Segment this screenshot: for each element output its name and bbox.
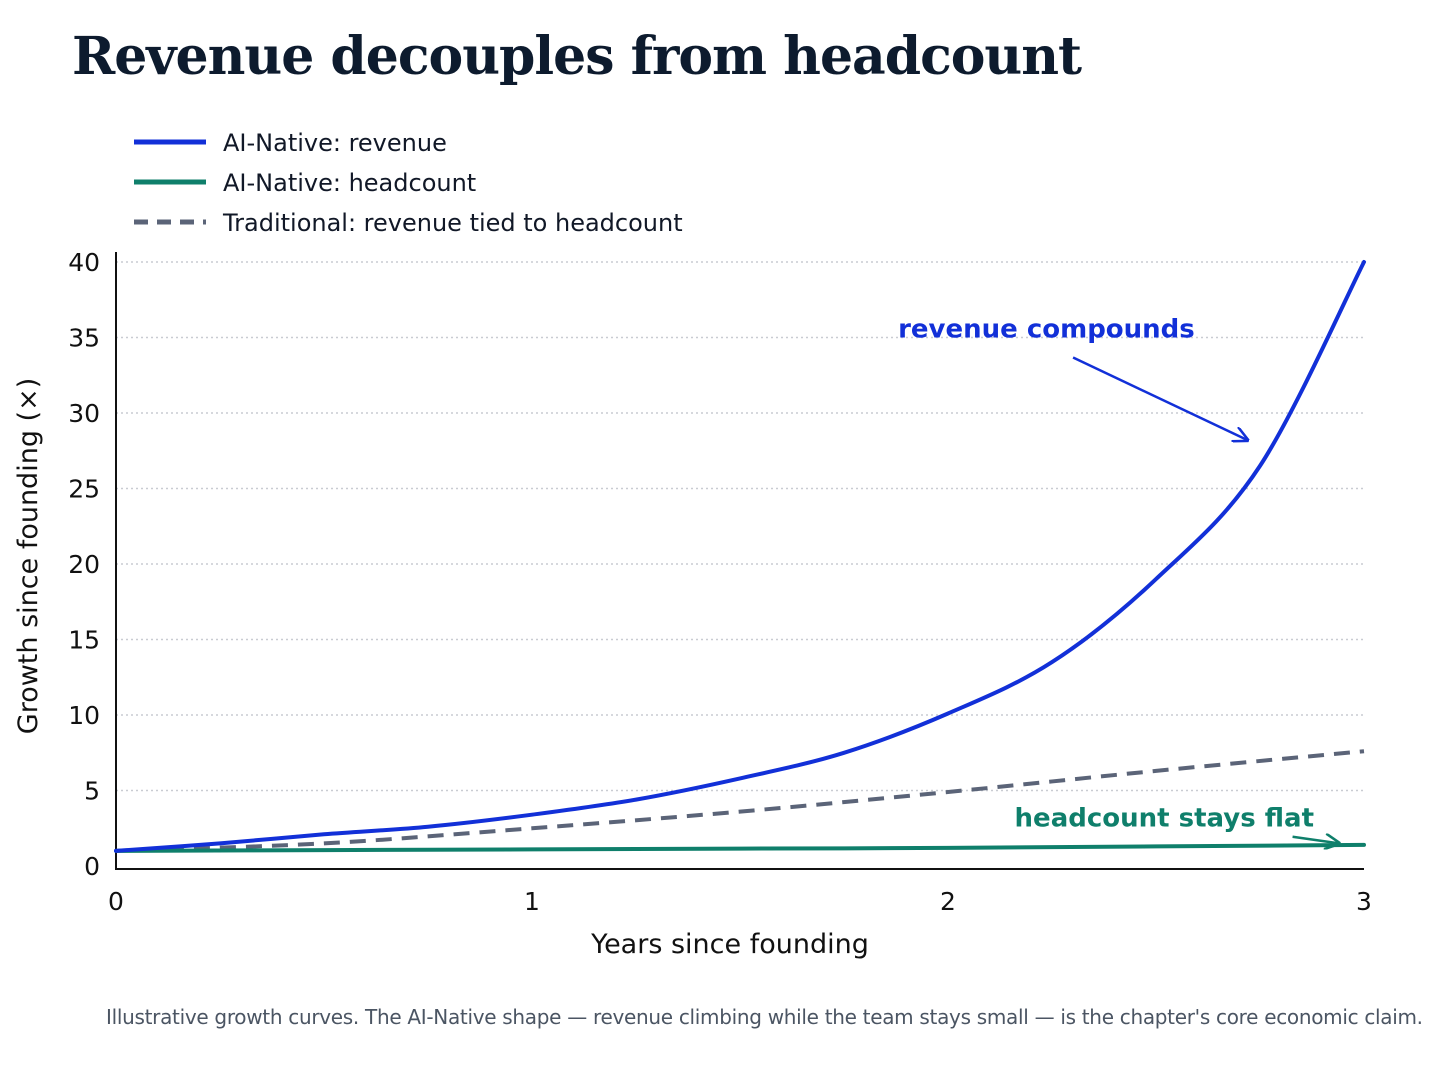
x-tick-2: 2 [940, 887, 956, 916]
annotation-label-2: headcount stays flat [1015, 804, 1314, 834]
y-tick-0: 0 [84, 852, 100, 881]
x-tick-labels: 0 1 2 3 [108, 887, 1372, 916]
y-tick-10: 10 [68, 701, 100, 730]
x-tick-0: 0 [108, 887, 124, 916]
y-tick-40: 40 [68, 248, 100, 277]
gridlines [116, 261, 1364, 792]
y-tick-20: 20 [68, 550, 100, 579]
y-tick-labels: 0 5 10 15 20 25 30 35 40 [68, 248, 100, 881]
series-lines [114, 260, 1366, 853]
revenue-line [114, 260, 1366, 853]
caption: Illustrative growth curves. The AI-Nativ… [106, 1005, 1423, 1029]
y-tick-30: 30 [68, 399, 100, 428]
x-tick-3: 3 [1356, 887, 1372, 916]
y-axis-label: Growth since founding (×) [13, 378, 44, 734]
y-tick-15: 15 [68, 626, 100, 655]
chart-title: Revenue decouples from headcount [72, 26, 1082, 87]
x-axis-label: Years since founding [590, 929, 869, 960]
annotations: revenue compounds headcount stays flat [898, 315, 1339, 844]
legend-label-2: AI-Native: headcount [223, 169, 476, 197]
legend-label-3: Traditional: revenue tied to headcount [222, 209, 683, 237]
legend-label-1: AI-Native: revenue [223, 129, 447, 157]
y-tick-35: 35 [68, 324, 100, 353]
legend: AI-Native: revenue AI-Native: headcount Tr… [134, 129, 683, 237]
annotation-label-1: revenue compounds [898, 315, 1195, 345]
traditional-line [115, 749, 1365, 853]
y-tick-5: 5 [84, 777, 100, 806]
y-tick-25: 25 [68, 475, 100, 504]
annotation-arrow-2 [1292, 837, 1339, 844]
x-tick-1: 1 [524, 887, 540, 916]
annotation-arrow-1 [1072, 356, 1247, 441]
headcount-line [114, 842, 1366, 853]
axes [115, 252, 1364, 870]
